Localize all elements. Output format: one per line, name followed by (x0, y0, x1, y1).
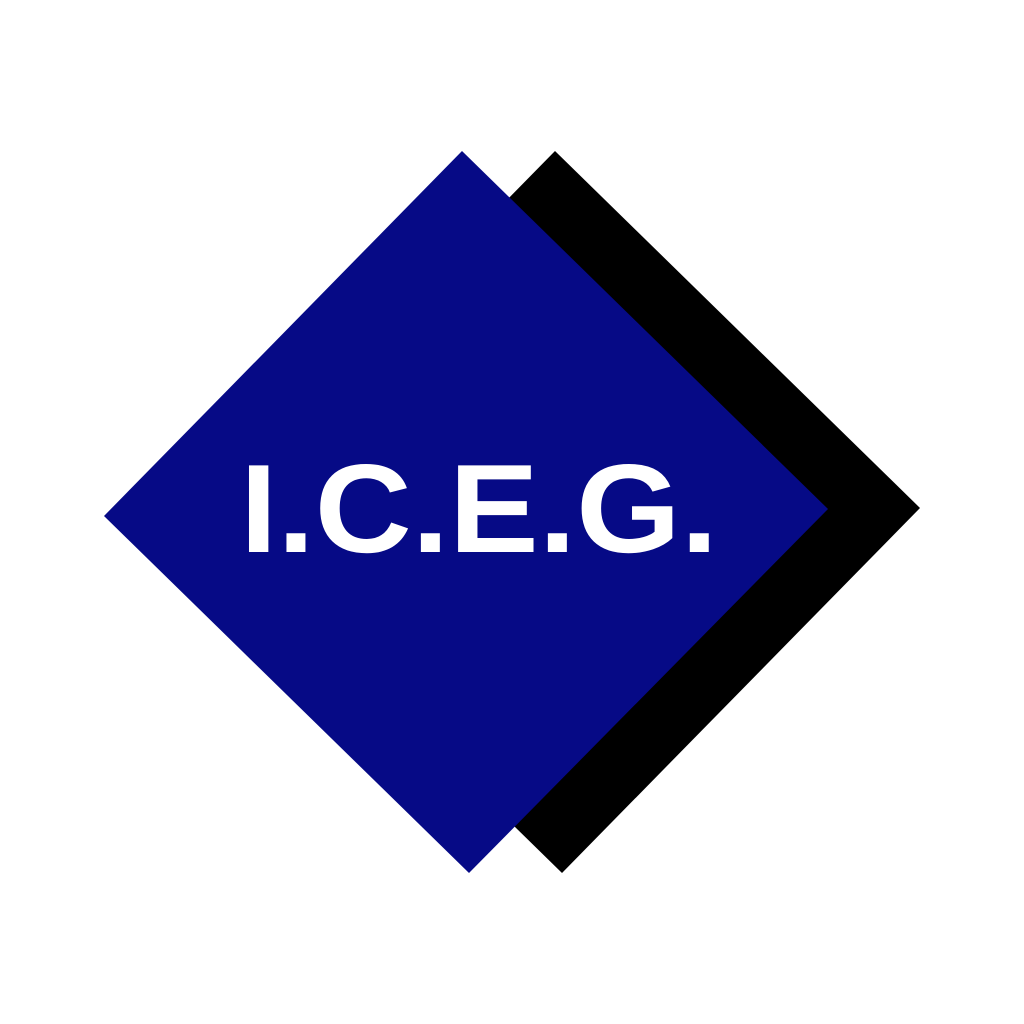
front-diamond (104, 151, 828, 873)
logo-text: I.C.E.G. (240, 438, 718, 579)
